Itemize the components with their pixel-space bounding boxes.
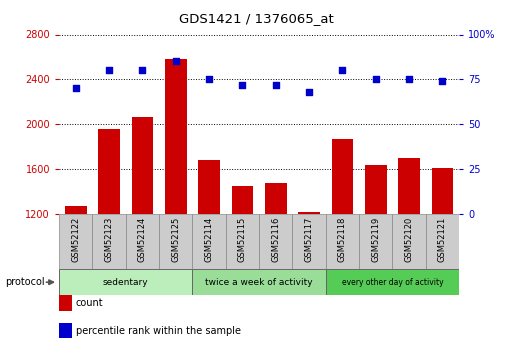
Bar xyxy=(198,160,220,214)
Bar xyxy=(231,186,253,214)
Bar xyxy=(359,214,392,269)
Point xyxy=(371,77,380,82)
Text: GSM52116: GSM52116 xyxy=(271,217,280,262)
Bar xyxy=(92,214,126,269)
Bar xyxy=(59,214,92,269)
Point xyxy=(405,77,413,82)
Point xyxy=(271,82,280,88)
Bar xyxy=(265,183,287,214)
Text: GSM52122: GSM52122 xyxy=(71,217,80,262)
Point xyxy=(138,68,146,73)
Bar xyxy=(365,165,387,214)
Text: count: count xyxy=(76,298,104,308)
Bar xyxy=(165,59,187,214)
Text: sedentary: sedentary xyxy=(103,277,148,287)
Text: GSM52118: GSM52118 xyxy=(338,217,347,262)
Text: percentile rank within the sample: percentile rank within the sample xyxy=(76,326,241,335)
Text: GSM52125: GSM52125 xyxy=(171,217,180,262)
Bar xyxy=(226,214,259,269)
Bar xyxy=(326,214,359,269)
Point xyxy=(238,82,246,88)
Bar xyxy=(59,269,192,295)
Text: GSM52115: GSM52115 xyxy=(238,217,247,262)
Point xyxy=(305,89,313,95)
Text: GSM52120: GSM52120 xyxy=(405,217,413,262)
Point xyxy=(205,77,213,82)
Bar xyxy=(98,129,120,214)
Point xyxy=(438,78,446,84)
Text: GSM52119: GSM52119 xyxy=(371,217,380,262)
Text: GSM52123: GSM52123 xyxy=(105,217,113,262)
Point xyxy=(171,59,180,64)
Bar xyxy=(192,214,226,269)
Bar xyxy=(131,117,153,214)
Bar xyxy=(292,214,326,269)
Point xyxy=(105,68,113,73)
Bar xyxy=(159,214,192,269)
Text: GDS1421 / 1376065_at: GDS1421 / 1376065_at xyxy=(179,12,334,25)
Bar xyxy=(298,211,320,214)
Text: GSM52121: GSM52121 xyxy=(438,217,447,262)
Bar xyxy=(331,139,353,214)
Bar xyxy=(126,214,159,269)
Text: every other day of activity: every other day of activity xyxy=(342,277,443,287)
Bar xyxy=(431,168,453,214)
Bar xyxy=(259,214,292,269)
Bar xyxy=(392,214,426,269)
Point xyxy=(71,86,80,91)
Bar xyxy=(326,269,459,295)
Bar xyxy=(192,269,326,295)
Point xyxy=(338,68,346,73)
Bar xyxy=(65,206,87,214)
Bar xyxy=(426,214,459,269)
Text: protocol: protocol xyxy=(5,277,45,287)
Bar xyxy=(398,158,420,214)
Text: GSM52114: GSM52114 xyxy=(205,217,213,262)
Text: twice a week of activity: twice a week of activity xyxy=(205,277,313,287)
Text: GSM52117: GSM52117 xyxy=(305,217,313,262)
Text: GSM52124: GSM52124 xyxy=(138,217,147,262)
